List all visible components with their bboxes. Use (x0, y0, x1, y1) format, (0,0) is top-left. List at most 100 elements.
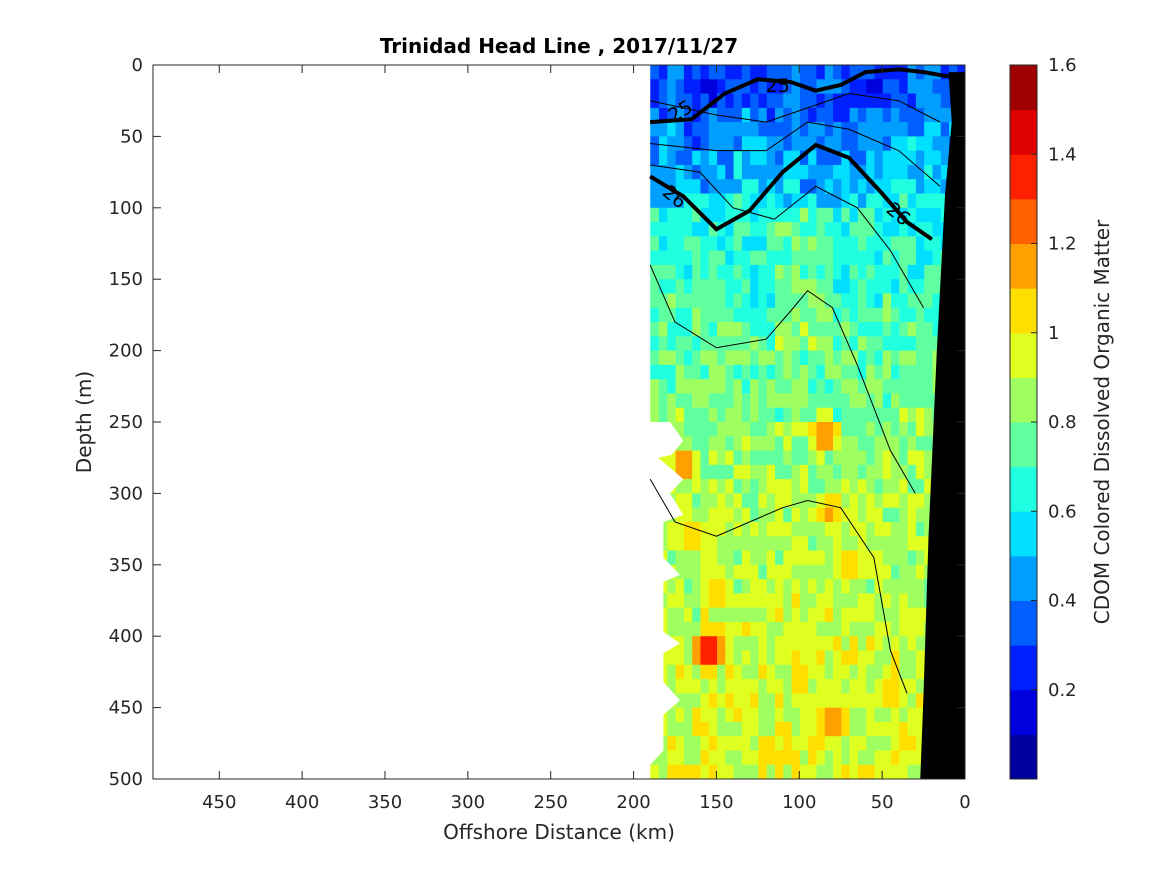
y-tick-label: 50 (120, 126, 143, 147)
field-cell (849, 764, 858, 779)
field-cell (749, 693, 759, 709)
field-cell (857, 79, 867, 95)
field-cell (757, 564, 767, 580)
field-cell (882, 79, 892, 95)
field-cell (849, 79, 858, 95)
colorbar-tick-label: 1.6 (1048, 55, 1077, 76)
field-cell (741, 250, 751, 266)
field-cell (799, 707, 809, 723)
field-cell (782, 150, 792, 166)
field-cell (749, 579, 759, 594)
field-cell (840, 650, 850, 666)
field-cell (865, 364, 875, 380)
field-cell (849, 65, 858, 80)
field-cell (865, 750, 875, 766)
field-cell (832, 536, 842, 552)
field-cell (799, 679, 809, 694)
field-cell (716, 464, 726, 480)
field-cell (807, 179, 817, 195)
field-cell (923, 193, 933, 209)
colorbar-tick-label: 1.2 (1048, 234, 1077, 255)
field-cell (708, 322, 718, 337)
y-tick-label: 400 (109, 626, 143, 647)
field-cell (774, 636, 784, 652)
field-cell (873, 222, 883, 237)
field-cell (683, 436, 693, 452)
field-cell (865, 207, 875, 223)
field-cell (666, 322, 676, 337)
field-cell (749, 664, 759, 680)
field-cell (741, 107, 751, 123)
y-tick-label: 150 (109, 269, 143, 290)
field-cell (675, 407, 684, 423)
field-cell (907, 107, 916, 123)
field-cell (708, 136, 718, 152)
field-cell (774, 693, 784, 709)
field-cell (898, 764, 908, 779)
field-cell (849, 636, 858, 652)
field-cell (832, 293, 842, 309)
field-cell (849, 393, 858, 409)
field-cell (832, 650, 842, 666)
field-cell (824, 307, 834, 323)
field-cell (683, 493, 693, 509)
field-cell (898, 422, 908, 437)
field-cell (840, 550, 850, 566)
field-cell (807, 679, 817, 694)
field-cell (898, 564, 908, 580)
field-cell (716, 550, 726, 566)
field-cell (923, 93, 933, 109)
field-cell (741, 65, 751, 80)
field-cell (699, 536, 709, 552)
field-cell (683, 736, 693, 752)
field-cell (890, 479, 900, 494)
field-cell (873, 107, 883, 123)
field-cell (882, 207, 892, 223)
field-cell (898, 650, 908, 666)
field-cell (699, 279, 709, 295)
field-cell (675, 422, 684, 437)
field-cell (815, 336, 825, 352)
colorbar-swatch (1010, 65, 1037, 111)
field-cell (724, 279, 734, 295)
field-cell (915, 193, 925, 209)
field-cell (650, 336, 660, 352)
field-cell (666, 407, 676, 423)
field-cell (815, 65, 825, 80)
field-cell (849, 436, 858, 452)
field-cell (873, 564, 883, 580)
field-cell (658, 150, 668, 166)
field-cell (782, 279, 792, 295)
field-cell (766, 479, 776, 494)
field-cell (857, 464, 867, 480)
field-cell (865, 422, 875, 437)
field-cell (650, 536, 660, 552)
field-cell (708, 507, 718, 523)
field-cell (915, 479, 925, 494)
field-cell (915, 393, 925, 409)
field-cell (716, 364, 726, 380)
field-cell (766, 65, 776, 80)
field-cell (708, 236, 718, 252)
field-cell (898, 250, 908, 266)
field-cell (807, 393, 817, 409)
field-cell (757, 636, 767, 652)
field-cell (741, 293, 751, 309)
field-cell (832, 336, 842, 352)
field-cell (915, 450, 925, 466)
field-cell (782, 79, 792, 95)
field-cell (898, 122, 908, 137)
field-cell (708, 693, 718, 709)
field-cell (907, 236, 916, 252)
field-cell (708, 664, 718, 680)
field-cell (849, 279, 858, 295)
field-cell (807, 564, 817, 580)
colorbar-swatch (1010, 198, 1037, 244)
field-cell (931, 79, 941, 95)
field-cell (882, 350, 892, 366)
field-cell (931, 222, 941, 237)
field-cell (791, 607, 800, 623)
field-cell (857, 264, 867, 280)
field-cell (849, 136, 858, 152)
field-cell (907, 593, 916, 609)
